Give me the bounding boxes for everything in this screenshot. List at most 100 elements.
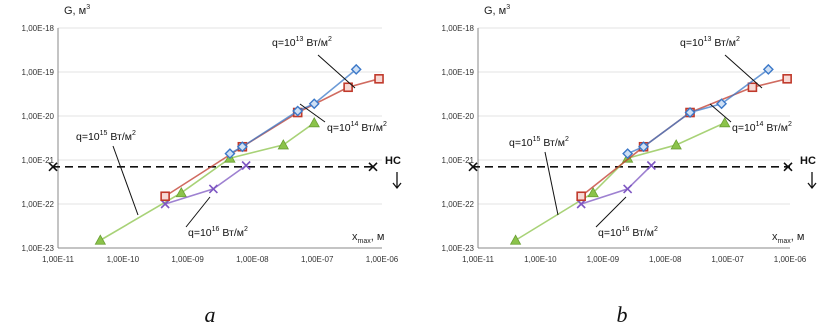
series-label-exp: 13 — [704, 36, 712, 43]
data-point — [747, 82, 758, 93]
series-label-prefix: q=10 — [188, 227, 212, 239]
y-tick-label: 1,00E-23 — [442, 244, 475, 253]
y-tick-label: 1,00E-19 — [22, 68, 55, 77]
data-point — [623, 184, 633, 194]
y-tick-label: 1,00E-18 — [442, 24, 475, 33]
x-axis-label: xmax, м — [772, 231, 804, 245]
data-point — [670, 139, 682, 150]
x-tick-label: 1,00E-09 — [171, 255, 204, 264]
x-tick-label: 1,00E-06 — [774, 255, 807, 264]
x-tick-label: 1,00E-08 — [649, 255, 682, 264]
series-label-exp: 14 — [756, 121, 764, 128]
x-axis-label-unit: , м — [791, 231, 805, 243]
y-tick-label: 1,00E-22 — [442, 200, 475, 209]
series-label-unit-exp: 2 — [788, 121, 792, 128]
series-label-unit: Вт/м — [763, 122, 788, 134]
y-axis-label-exp: 3 — [506, 4, 510, 11]
data-point — [684, 107, 696, 119]
series-label-q14: q=1014 Вт/м2 — [327, 121, 387, 134]
data-point — [94, 234, 107, 245]
series-label-unit: Вт/м — [711, 37, 736, 49]
threshold-marker — [468, 162, 478, 172]
data-point — [308, 116, 320, 128]
x-tick-label: 1,00E-07 — [301, 255, 334, 264]
series-line — [99, 122, 315, 241]
series-label-exp: 15 — [100, 130, 108, 137]
y-tick-label: 1,00E-21 — [22, 156, 55, 165]
threshold-marker — [48, 162, 58, 172]
series-label-q15: q=1015 Вт/м2 — [509, 136, 569, 149]
data-point — [587, 186, 599, 198]
data-point — [762, 63, 774, 75]
data-point — [308, 98, 320, 110]
data-point — [292, 105, 304, 117]
threshold-marker — [368, 162, 378, 172]
series-label-unit-exp: 2 — [328, 36, 332, 43]
x-tick-label: 1,00E-09 — [587, 255, 620, 264]
series-leader-line — [317, 54, 356, 89]
y-tick-label: 1,00E-19 — [442, 68, 475, 77]
data-point — [638, 141, 650, 153]
series-label-unit-exp: 2 — [383, 121, 387, 128]
threshold-label: НС — [385, 155, 401, 167]
series-label-q13: q=1013 Вт/м2 — [272, 36, 332, 49]
data-point — [646, 160, 656, 171]
series-line — [580, 78, 788, 197]
series-label-prefix: q=10 — [598, 227, 622, 239]
data-point — [160, 191, 170, 202]
series-label-unit: Вт/м — [540, 137, 565, 149]
series-label-unit: Вт/м — [629, 227, 654, 239]
data-point — [241, 160, 251, 171]
series-label-q14: q=1014 Вт/м2 — [732, 121, 792, 134]
series-line — [164, 78, 380, 197]
series-label-unit-exp: 2 — [244, 226, 248, 233]
data-point — [350, 63, 362, 75]
series-label-q16: q=1016 Вт/м2 — [598, 226, 658, 239]
panel-label: a — [205, 302, 216, 327]
data-point — [576, 199, 586, 209]
x-axis-label-sub: max — [358, 238, 372, 245]
panel-label: b — [617, 302, 628, 327]
x-tick-label: 1,00E-11 — [462, 255, 494, 264]
series-label-unit: Вт/м — [303, 37, 328, 49]
chart-panel-b: 1,00E-23 1,00E-22 1,00E-21 1,00E-20 1,00E-19… — [442, 4, 817, 327]
x-tick-label: 1,00E-06 — [366, 255, 399, 264]
series-label-exp: 14 — [351, 121, 359, 128]
data-point — [719, 116, 731, 128]
x-axis-label: xmax, м — [352, 231, 384, 245]
series-label-prefix: q=10 — [509, 137, 533, 149]
x-axis-label-sub: max — [778, 238, 792, 245]
x-tick-label: 1,00E-10 — [107, 255, 140, 264]
series-label-exp: 16 — [212, 226, 220, 233]
series-leader-line — [112, 145, 139, 216]
series-label-unit: Вт/м — [358, 122, 383, 134]
series-line — [627, 68, 769, 155]
x-tick-label: 1,00E-10 — [524, 255, 557, 264]
data-point — [782, 74, 792, 84]
x-axis-label-unit: , м — [371, 231, 385, 243]
series-label-unit-exp: 2 — [736, 36, 740, 43]
series-label-unit: Вт/м — [107, 131, 132, 143]
y-axis-label: G, м3 — [64, 4, 90, 17]
series-leader-line — [595, 196, 627, 228]
y-tick-label: 1,00E-20 — [442, 112, 475, 121]
series-leader-line — [544, 151, 559, 216]
y-axis-label-exp: 3 — [86, 4, 90, 11]
series-leader-line — [709, 103, 732, 123]
data-point — [343, 82, 353, 93]
y-tick-label: 1,00E-22 — [22, 200, 55, 209]
series-label-prefix: q=10 — [76, 131, 100, 143]
series-label-exp: 16 — [622, 226, 630, 233]
data-point — [622, 148, 634, 160]
series-label-prefix: q=10 — [272, 37, 296, 49]
series-label-exp: 15 — [533, 136, 541, 143]
series-line — [164, 164, 247, 205]
y-tick-label: 1,00E-21 — [442, 156, 475, 165]
data-point — [224, 148, 236, 160]
data-point — [277, 139, 289, 150]
data-point — [509, 234, 522, 245]
y-tick-label: 1,00E-18 — [22, 24, 55, 33]
series-label-prefix: q=10 — [680, 37, 704, 49]
data-point — [374, 74, 384, 84]
